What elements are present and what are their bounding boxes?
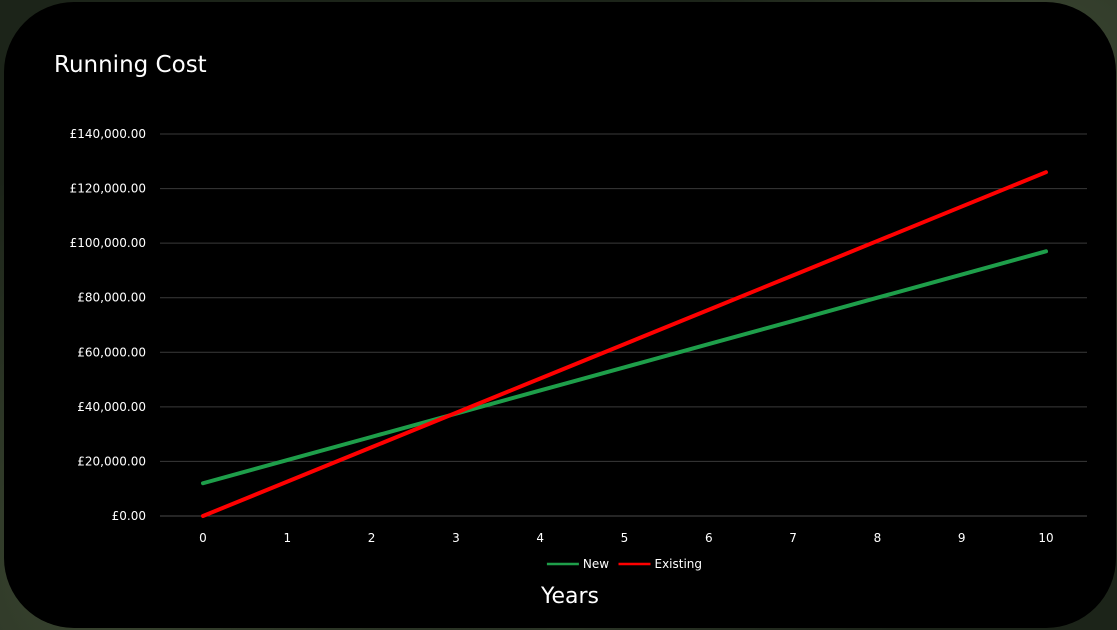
y-axis-ticks: £0.00 £20,000.00 £40,000.00 £60,000.00 £80,0… (70, 127, 146, 523)
y-tick-label: £120,000.00 (70, 182, 146, 196)
legend-label-new: New (583, 557, 609, 571)
x-axis-title: Years (540, 584, 600, 609)
legend: New Existing (546, 557, 703, 571)
series-line-existing (201, 170, 1048, 518)
line-chart: £0.00 £20,000.00 £40,000.00 £60,000.00 £80,0… (70, 127, 1087, 571)
series-lines (201, 170, 1048, 518)
series-line-new (201, 249, 1048, 486)
x-tick-label: 2 (368, 531, 376, 545)
legend-label-existing: Existing (655, 557, 703, 571)
y-tick-label: £60,000.00 (77, 345, 146, 359)
x-tick-label: 10 (1038, 531, 1053, 545)
x-tick-label: 8 (874, 531, 882, 545)
chart-title: Running Cost (54, 52, 207, 78)
y-tick-label: £20,000.00 (77, 454, 146, 468)
y-tick-label: £80,000.00 (77, 291, 146, 305)
x-tick-label: 4 (536, 531, 544, 545)
x-tick-label: 3 (452, 531, 460, 545)
x-tick-label: 0 (199, 531, 207, 545)
y-tick-label: £140,000.00 (70, 127, 146, 141)
y-tick-label: £100,000.00 (70, 236, 146, 250)
gridlines (160, 133, 1087, 517)
y-tick-label: £40,000.00 (77, 400, 146, 414)
x-tick-label: 5 (621, 531, 629, 545)
x-tick-label: 1 (283, 531, 291, 545)
chart-card: Running Cost £0.00 £20,000.00 £40,000.00 £6… (4, 2, 1116, 628)
x-axis-ticks: 0 1 2 3 4 5 6 7 8 9 10 (199, 531, 1053, 545)
x-tick-label: 7 (789, 531, 797, 545)
x-tick-label: 9 (958, 531, 966, 545)
x-tick-label: 6 (705, 531, 713, 545)
y-tick-label: £0.00 (112, 509, 146, 523)
